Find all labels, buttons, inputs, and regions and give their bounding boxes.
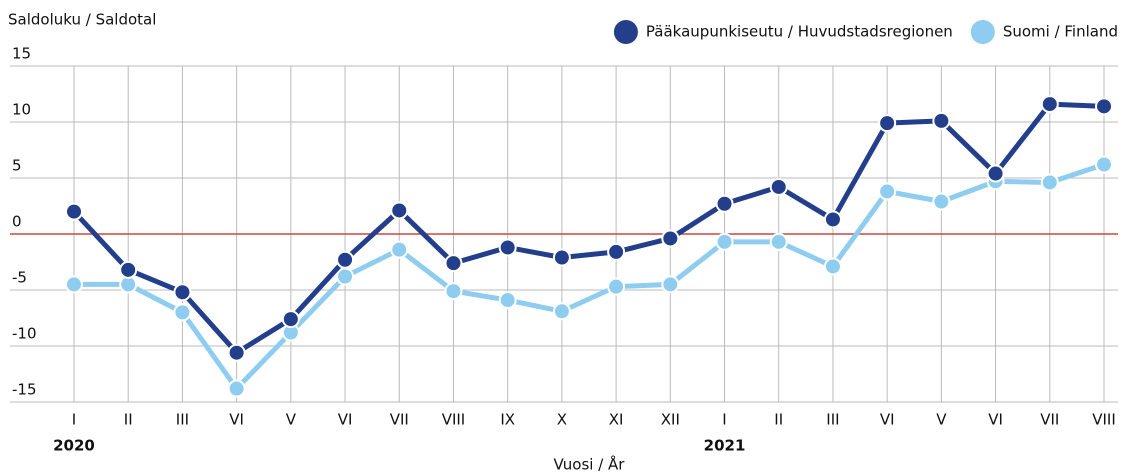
data-point [336, 250, 355, 269]
x-tick-label: XII [661, 411, 680, 429]
data-point [173, 303, 192, 322]
data-point [607, 242, 626, 261]
data-point [227, 343, 246, 362]
x-tick-label: V [286, 411, 297, 429]
x-tick-label: VII [1040, 411, 1059, 429]
data-point [65, 202, 83, 221]
data-point [932, 192, 951, 211]
data-point [552, 248, 571, 267]
x-tick-label: V [936, 411, 947, 429]
legend-marker [970, 20, 995, 44]
data-point [932, 111, 951, 130]
data-point [390, 201, 409, 220]
x-tick-label: II [124, 411, 133, 429]
series-line [72, 101, 1105, 356]
data-point [769, 177, 788, 196]
data-point [986, 164, 1005, 183]
x-tick-label: IX [500, 411, 515, 429]
data-point [878, 114, 897, 133]
data-point [769, 232, 788, 251]
x-tick-label: I [72, 411, 76, 429]
y-tick-label: 10 [12, 101, 31, 119]
x-tick-label: VIII [442, 411, 466, 429]
data-point [823, 210, 842, 229]
legend-marker [613, 20, 638, 44]
data-point [119, 260, 138, 279]
y-axis-title: Saldoluku / Saldotal [8, 11, 156, 29]
x-tick-label: XI [609, 411, 624, 429]
x-tick-label: III [176, 411, 189, 429]
y-tick-label: -10 [12, 325, 37, 343]
data-point [498, 291, 517, 310]
data-point [823, 257, 842, 276]
x-tick-label: I [722, 411, 726, 429]
x-tick-label: VI [338, 411, 353, 429]
data-point [498, 238, 517, 257]
x-tick-label: VIII [1092, 411, 1116, 429]
data-point [336, 267, 355, 286]
data-point [390, 240, 409, 259]
year-label: 2021 [704, 437, 746, 455]
legend-label: Pääkaupunkiseutu / Huvudstadsregionen [646, 23, 953, 41]
y-tick-label: 0 [12, 213, 22, 231]
data-point [878, 182, 897, 201]
data-point [1040, 173, 1059, 192]
y-tick-label: 15 [12, 45, 31, 63]
x-tick-label: II [774, 411, 783, 429]
data-point [281, 310, 300, 329]
data-point [65, 275, 83, 294]
x-tick-label: III [826, 411, 839, 429]
x-tick-label: VI [880, 411, 895, 429]
data-point [227, 379, 246, 398]
data-point [552, 302, 571, 321]
data-point [715, 232, 734, 251]
year-label: 2020 [53, 437, 95, 455]
data-point [1095, 97, 1113, 116]
series-line [74, 162, 1105, 392]
data-point [444, 254, 463, 273]
y-tick-label: -15 [12, 381, 37, 399]
data-point [173, 283, 192, 302]
data-point [1040, 95, 1059, 114]
x-tick-label: VI [229, 411, 244, 429]
data-point [1095, 155, 1113, 174]
data-point [715, 194, 734, 213]
x-axis-title: Vuosi / År [554, 455, 626, 474]
y-tick-label: 5 [12, 157, 22, 175]
x-tick-label: X [557, 411, 567, 429]
y-tick-label: -5 [12, 269, 27, 287]
data-point [661, 275, 680, 294]
x-tick-label: VI [988, 411, 1003, 429]
x-tick-label: VII [390, 411, 409, 429]
legend-label: Suomi / Finland [1003, 23, 1118, 41]
data-point [661, 229, 680, 248]
data-point [607, 277, 626, 296]
data-point [444, 282, 463, 301]
